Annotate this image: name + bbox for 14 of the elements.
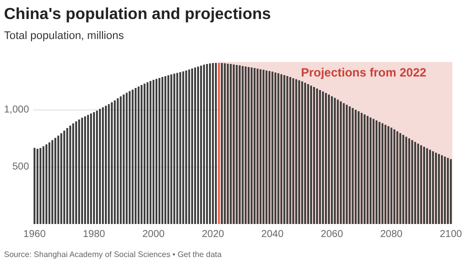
x-tick-label: 2060 xyxy=(320,228,344,240)
x-tick-label: 2100 xyxy=(440,228,462,240)
y-tick-label: 1,000 xyxy=(4,104,30,116)
band-label: Projections from 2022 xyxy=(300,65,427,80)
chart-subtitle: Total population, millions xyxy=(4,30,124,42)
x-tick-label: 2080 xyxy=(380,228,403,240)
chart-title: China's population and projections xyxy=(4,6,271,24)
x-tick-label: 2000 xyxy=(142,228,166,240)
x-tick-label: 2020 xyxy=(202,228,224,240)
y-tick-label: 500 xyxy=(12,162,30,173)
x-tick-label: 2040 xyxy=(261,228,284,240)
x-tick-label: 1960 xyxy=(23,228,46,240)
source-note: Source: Shanghai Academy of Social Sciences • Get the data xyxy=(4,250,222,259)
x-tick-label: 1980 xyxy=(82,228,106,240)
